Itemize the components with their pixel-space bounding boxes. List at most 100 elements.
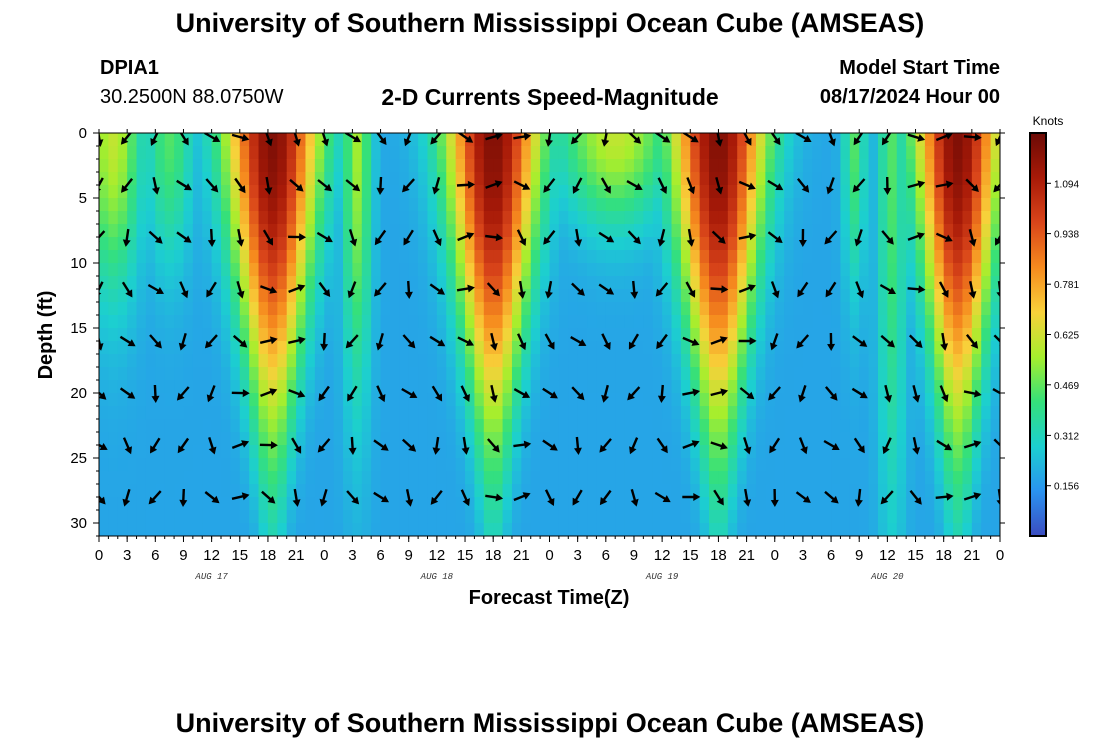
heatmap-cell bbox=[971, 367, 982, 381]
heatmap-cell bbox=[530, 198, 541, 212]
heatmap-cell bbox=[305, 276, 316, 290]
heatmap-cell bbox=[709, 341, 720, 355]
heatmap-cell bbox=[821, 328, 832, 342]
heatmap-cell bbox=[145, 185, 156, 199]
heatmap-cell bbox=[343, 497, 354, 511]
heatmap-cell bbox=[831, 510, 842, 524]
heatmap-cell bbox=[277, 497, 288, 511]
heatmap-cell bbox=[483, 341, 494, 355]
heatmap-cell bbox=[455, 133, 466, 147]
heatmap-cell bbox=[155, 445, 166, 459]
heatmap-cell bbox=[577, 328, 588, 342]
heatmap-cell bbox=[971, 237, 982, 251]
current-arrow bbox=[429, 335, 446, 347]
heatmap-cell bbox=[155, 406, 166, 420]
heatmap-cell bbox=[314, 250, 325, 264]
heatmap-cell bbox=[587, 328, 598, 342]
heatmap-cell bbox=[239, 367, 250, 381]
heatmap-cell bbox=[99, 367, 109, 381]
heatmap-cell bbox=[333, 185, 344, 199]
heatmap-cell bbox=[765, 393, 776, 407]
heatmap-cell bbox=[680, 471, 691, 485]
heatmap-cell bbox=[831, 484, 842, 498]
heatmap-cell bbox=[427, 367, 438, 381]
heatmap-cell bbox=[849, 263, 860, 277]
heatmap-cell bbox=[699, 432, 710, 446]
heatmap-cell bbox=[680, 367, 691, 381]
current-arrow bbox=[601, 384, 609, 403]
heatmap-cell bbox=[117, 406, 128, 420]
heatmap-cell bbox=[202, 315, 213, 329]
heatmap-cell bbox=[896, 484, 907, 498]
heatmap-cell bbox=[971, 419, 982, 433]
heatmap-cell bbox=[558, 341, 569, 355]
heatmap-cell bbox=[971, 510, 982, 524]
heatmap-cell bbox=[568, 211, 579, 225]
heatmap-cell bbox=[286, 198, 297, 212]
heatmap-cell bbox=[314, 224, 325, 238]
heatmap-cell bbox=[755, 263, 766, 277]
heatmap-cell bbox=[324, 237, 335, 251]
heatmap-cell bbox=[305, 211, 316, 225]
heatmap-cell bbox=[371, 211, 382, 225]
heatmap-cell bbox=[831, 172, 842, 186]
current-arrow bbox=[710, 285, 729, 294]
heatmap-cell bbox=[605, 367, 616, 381]
heatmap-cell bbox=[840, 458, 851, 472]
heatmap-cell bbox=[239, 211, 250, 225]
heatmap-cell bbox=[652, 406, 663, 420]
heatmap-cell bbox=[380, 198, 391, 212]
heatmap-cell bbox=[568, 198, 579, 212]
heatmap-cell bbox=[164, 445, 175, 459]
heatmap-cell bbox=[840, 237, 851, 251]
heatmap-cell bbox=[690, 198, 701, 212]
current-arrow bbox=[176, 179, 192, 191]
heatmap-cell bbox=[192, 211, 203, 225]
heatmap-cell bbox=[662, 263, 673, 277]
heatmap-cell bbox=[108, 393, 119, 407]
heatmap-cell bbox=[436, 380, 447, 394]
heatmap-cell bbox=[399, 198, 410, 212]
heatmap-cell bbox=[699, 263, 710, 277]
heatmap-cell bbox=[746, 406, 757, 420]
heatmap-cell bbox=[718, 523, 729, 536]
heatmap-cell bbox=[427, 471, 438, 485]
heatmap-cell bbox=[849, 497, 860, 511]
heatmap-cell bbox=[483, 237, 494, 251]
heatmap-cell bbox=[183, 146, 194, 160]
heatmap-cell bbox=[877, 328, 888, 342]
heatmap-cell bbox=[117, 328, 128, 342]
current-arrow bbox=[685, 281, 696, 298]
heatmap-cell bbox=[577, 263, 588, 277]
heatmap-cell bbox=[699, 484, 710, 498]
heatmap-cell bbox=[868, 159, 879, 173]
heatmap-cell bbox=[812, 159, 823, 173]
heatmap-cell bbox=[755, 497, 766, 511]
heatmap-cell bbox=[831, 237, 842, 251]
heatmap-cell bbox=[868, 445, 879, 459]
heatmap-cell bbox=[108, 367, 119, 381]
heatmap-cell bbox=[258, 211, 269, 225]
heatmap-cell bbox=[174, 172, 185, 186]
heatmap-cell bbox=[709, 510, 720, 524]
heatmap-cell bbox=[755, 510, 766, 524]
heatmap-cell bbox=[511, 328, 522, 342]
heatmap-cell bbox=[624, 445, 635, 459]
heatmap-cell bbox=[568, 289, 579, 303]
heatmap-cell bbox=[887, 224, 898, 238]
heatmap-cell bbox=[981, 289, 992, 303]
current-arrow bbox=[686, 177, 696, 195]
heatmap-cell bbox=[990, 224, 1000, 238]
heatmap-cell bbox=[371, 458, 382, 472]
heatmap-cell bbox=[671, 341, 682, 355]
heatmap-cell bbox=[981, 471, 992, 485]
heatmap-cell bbox=[859, 198, 870, 212]
heatmap-cell bbox=[990, 172, 1000, 186]
heatmap-cell bbox=[896, 198, 907, 212]
heatmap-cell bbox=[633, 159, 644, 173]
heatmap-cell bbox=[183, 406, 194, 420]
current-arrow bbox=[710, 441, 728, 450]
heatmap-cell bbox=[868, 393, 879, 407]
heatmap-cell bbox=[502, 484, 513, 498]
heatmap-cell bbox=[136, 276, 147, 290]
